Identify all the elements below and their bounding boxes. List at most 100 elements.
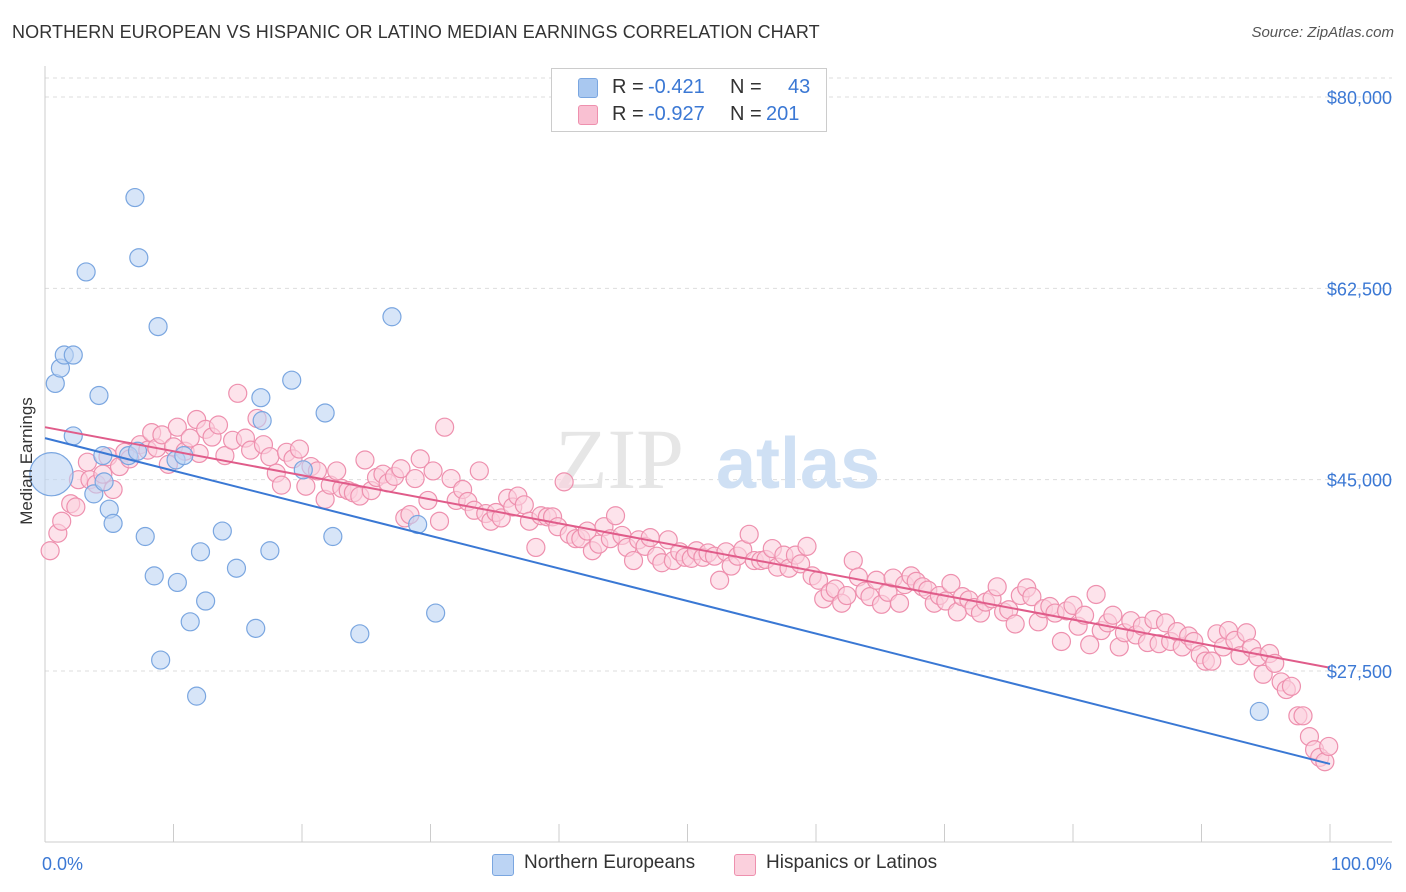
y-tick-label: $80,000 bbox=[1327, 88, 1392, 108]
point-hispanics-or-latinos bbox=[228, 383, 248, 403]
legend-label: Hispanics or Latinos bbox=[766, 852, 938, 873]
point-hispanics-or-latinos bbox=[837, 585, 857, 606]
point-hispanics-or-latinos bbox=[1074, 605, 1095, 625]
point-hispanics-or-latinos bbox=[1005, 614, 1025, 634]
point-hispanics-or-latinos bbox=[710, 570, 730, 590]
trend-line-hispanics-or-latinos bbox=[44, 426, 1331, 669]
point-northern-europeans bbox=[187, 686, 207, 706]
point-hispanics-or-latinos bbox=[167, 417, 187, 437]
point-hispanics-or-latinos bbox=[514, 495, 534, 515]
point-northern-europeans bbox=[323, 526, 343, 547]
watermark: ZIP atlas bbox=[555, 411, 880, 507]
chart-title: NORTHERN EUROPEAN VS HISPANIC OR LATINO … bbox=[12, 22, 820, 42]
stats-n-value: 201 bbox=[766, 103, 800, 125]
watermark-atlas: atlas bbox=[716, 424, 880, 504]
point-hispanics-or-latinos bbox=[52, 511, 72, 531]
point-hispanics-or-latinos bbox=[623, 550, 644, 571]
point-hispanics-or-latinos bbox=[1080, 635, 1100, 655]
point-hispanics-or-latinos bbox=[40, 541, 60, 561]
point-northern-europeans bbox=[103, 513, 123, 534]
point-northern-europeans bbox=[76, 262, 96, 282]
trend-lines bbox=[44, 426, 1331, 765]
legend-label: Northern Europeans bbox=[524, 852, 696, 873]
point-northern-europeans bbox=[190, 542, 211, 562]
point-hispanics-or-latinos bbox=[469, 461, 489, 481]
point-northern-europeans bbox=[1249, 701, 1269, 722]
point-hispanics-or-latinos bbox=[605, 506, 626, 526]
point-northern-europeans bbox=[282, 370, 302, 390]
legend-swatch-hispanics-or-latinos bbox=[734, 854, 756, 876]
point-hispanics-or-latinos bbox=[405, 468, 425, 489]
point-hispanics-or-latinos bbox=[355, 450, 375, 470]
y-tick-label: $27,500 bbox=[1327, 662, 1392, 682]
point-hispanics-or-latinos bbox=[271, 475, 292, 495]
point-northern-europeans bbox=[382, 307, 402, 327]
point-northern-europeans bbox=[135, 526, 155, 547]
stats-n-label: N = bbox=[730, 76, 762, 98]
point-hispanics-or-latinos bbox=[843, 550, 863, 571]
point-northern-europeans bbox=[167, 572, 187, 593]
point-hispanics-or-latinos bbox=[289, 439, 310, 459]
point-hispanics-or-latinos bbox=[739, 524, 759, 544]
point-hispanics-or-latinos bbox=[987, 577, 1007, 597]
point-northern-europeans bbox=[93, 446, 113, 466]
x-tick-label: 100.0% bbox=[1331, 854, 1392, 874]
point-hispanics-or-latinos bbox=[1022, 587, 1042, 607]
axis-labels: $27,500 $45,000 $62,500 $80,000 0.0% 100.0% Me… bbox=[17, 88, 1392, 874]
point-hispanics-or-latinos bbox=[66, 497, 86, 517]
stats-n-label: N = bbox=[730, 103, 762, 125]
trend-line-northern-europeans bbox=[44, 437, 1331, 765]
point-hispanics-or-latinos bbox=[410, 449, 430, 469]
point-northern-europeans bbox=[127, 441, 148, 461]
stats-n-value: 43 bbox=[788, 76, 811, 98]
point-northern-europeans bbox=[151, 650, 171, 670]
point-northern-europeans bbox=[315, 403, 335, 423]
point-hispanics-or-latinos bbox=[640, 528, 660, 548]
stats-r-label: R = bbox=[612, 103, 644, 125]
point-hispanics-or-latinos bbox=[1086, 584, 1106, 605]
point-northern-europeans bbox=[226, 558, 247, 578]
y-tick-label: $45,000 bbox=[1327, 471, 1392, 491]
point-northern-europeans bbox=[63, 426, 83, 446]
x-tick-label: 0.0% bbox=[42, 854, 83, 874]
point-northern-europeans bbox=[94, 472, 114, 492]
stats-row-hispanics-or-latinos: R = -0.927 N = 201 bbox=[552, 102, 826, 128]
point-northern-europeans bbox=[148, 317, 168, 337]
point-hispanics-or-latinos bbox=[889, 593, 910, 613]
point-northern-europeans bbox=[251, 388, 271, 408]
point-hispanics-or-latinos bbox=[1281, 676, 1302, 696]
point-northern-europeans bbox=[29, 452, 74, 497]
point-northern-europeans bbox=[252, 411, 272, 431]
point-northern-europeans bbox=[125, 187, 145, 208]
point-hispanics-or-latinos bbox=[327, 461, 347, 481]
stats-box: R = -0.421 N = 43 R = -0.927 N = 201 bbox=[551, 68, 827, 132]
point-hispanics-or-latinos bbox=[260, 447, 280, 467]
watermark-zip: ZIP bbox=[555, 411, 684, 507]
point-hispanics-or-latinos bbox=[180, 428, 200, 448]
point-northern-europeans bbox=[63, 345, 83, 365]
legend-swatch-northern-europeans bbox=[492, 854, 514, 876]
point-northern-europeans bbox=[426, 603, 446, 623]
point-northern-europeans bbox=[260, 541, 280, 561]
point-northern-europeans bbox=[212, 521, 232, 541]
point-hispanics-or-latinos bbox=[435, 417, 455, 437]
point-northern-europeans bbox=[350, 624, 370, 644]
point-northern-europeans bbox=[180, 612, 200, 632]
point-hispanics-or-latinos bbox=[554, 472, 574, 492]
y-tick-label: $62,500 bbox=[1327, 279, 1392, 299]
point-hispanics-or-latinos bbox=[429, 511, 450, 531]
stats-swatch-northern-europeans bbox=[578, 78, 598, 98]
point-hispanics-or-latinos bbox=[526, 537, 546, 558]
y-axis-title: Median Earnings bbox=[17, 397, 36, 525]
point-northern-europeans bbox=[129, 248, 149, 268]
point-hispanics-or-latinos bbox=[152, 425, 172, 445]
point-hispanics-or-latinos bbox=[941, 573, 961, 594]
point-hispanics-or-latinos bbox=[797, 536, 817, 556]
point-northern-europeans bbox=[144, 566, 164, 586]
stats-row-northern-europeans: R = -0.421 N = 43 bbox=[552, 75, 826, 101]
stats-r-value: -0.421 bbox=[648, 76, 705, 98]
stats-r-value: -0.927 bbox=[648, 103, 705, 125]
point-northern-europeans bbox=[246, 618, 266, 638]
point-hispanics-or-latinos bbox=[1319, 736, 1339, 757]
